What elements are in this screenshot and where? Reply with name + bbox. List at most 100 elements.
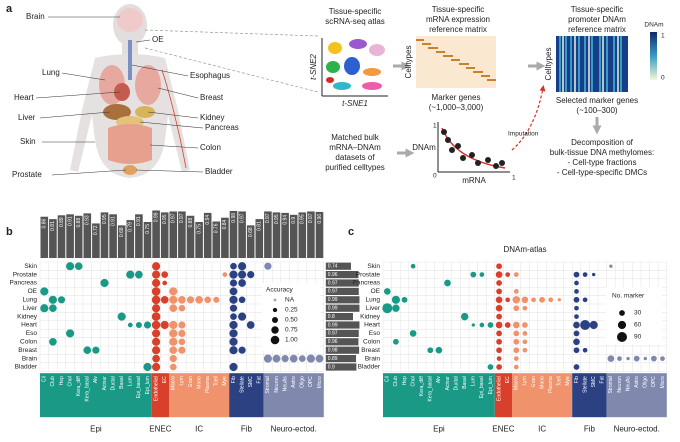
row-label: Eso: [369, 330, 381, 337]
column-label: Oligo: [643, 376, 649, 388]
column-label: Kera_diff: [76, 376, 82, 397]
accuracy-dot: [152, 304, 161, 313]
marker-dot: [479, 322, 485, 328]
column-accuracy-bar: [272, 212, 281, 258]
bulk-text: datasets of: [335, 153, 375, 162]
marker-dot: [504, 322, 511, 328]
accuracy-dot: [162, 280, 168, 286]
tsne-y-label: t-SNE2: [309, 54, 318, 80]
row-label: Skin: [24, 263, 37, 270]
legend-label: 1.00: [285, 337, 298, 344]
marker-dot: [522, 331, 528, 336]
row-label: Liver: [23, 305, 38, 312]
group-label: ENEC: [149, 424, 171, 433]
row-accuracy-bar: [325, 346, 360, 354]
column-accuracy-bar: [264, 211, 272, 258]
accuracy-dot: [238, 346, 246, 354]
column-accuracy-bar: [298, 212, 307, 258]
legend-na-dot: [273, 298, 277, 302]
column-label: Mye: [222, 376, 228, 386]
marker-dot: [496, 347, 502, 354]
legend-label: 0.75: [285, 327, 298, 334]
row-accuracy-bar: [325, 279, 359, 287]
column-label: Gran: [188, 376, 194, 387]
column-label: Epi_basal: [136, 376, 142, 398]
group-label: Epi: [90, 424, 102, 433]
row-label: Bladder: [358, 364, 381, 371]
row-accuracy-bar: [325, 329, 359, 337]
accuracy-dot: [298, 355, 306, 362]
column-accuracy-label: 0.99: [153, 212, 159, 222]
column-accuracy-bar: [246, 225, 255, 258]
accuracy-dot: [151, 295, 161, 305]
marker-dot: [512, 296, 521, 304]
column-accuracy-label: 0.9: [291, 217, 297, 224]
mrna-title: Tissue-specific: [432, 5, 485, 14]
column-accuracy-label: 0.95: [274, 214, 280, 224]
column-label: EC: [162, 376, 168, 383]
marker-dot: [513, 330, 520, 337]
column-label: Mono: [539, 376, 545, 389]
marker-dot: [427, 347, 434, 354]
column-accuracy-bar: [281, 212, 289, 258]
row-accuracy-label: 0.97: [328, 331, 338, 337]
accuracy-dot: [49, 304, 57, 313]
accuracy-dot: [229, 270, 238, 279]
column-label: Neuron: [617, 376, 623, 393]
column-accuracy-label: 0.93: [85, 215, 91, 225]
accuracy-dot: [186, 296, 195, 304]
mrna-x-label: Marker genes: [432, 93, 481, 102]
organ-label: Prostate: [12, 170, 42, 179]
colorbar-title: DNAm: [644, 22, 663, 29]
column-accuracy-bar: [307, 211, 315, 258]
accuracy-dot: [49, 337, 57, 346]
column-label: Endothelial: [496, 376, 502, 401]
row-accuracy-bar: [325, 287, 359, 295]
column-label: Lym: [179, 376, 185, 385]
accuracy-dot: [238, 296, 246, 304]
legend-dot: [619, 310, 625, 316]
marker-dot: [660, 356, 665, 361]
accuracy-dot: [229, 337, 238, 346]
column-accuracy-bar: [117, 225, 126, 258]
mrna-count: (~1,000–3,000): [429, 103, 484, 112]
column-label: OPC: [651, 376, 657, 387]
column-label: Ductal: [453, 376, 459, 390]
marker-dot: [573, 330, 580, 337]
column-label: Stromal: [608, 376, 614, 393]
marker-dot: [626, 356, 630, 361]
marker-dot: [609, 264, 613, 268]
row-accuracy-bar: [325, 338, 359, 346]
marker-dot: [495, 321, 503, 329]
bulk-text: Matched bulk: [331, 133, 380, 142]
tsne-x-label: t-SNE1: [342, 99, 368, 108]
column-label: Kera_basal: [428, 376, 434, 401]
row-accuracy-label: 0.89: [328, 356, 338, 362]
group-label: IC: [538, 424, 546, 433]
column-accuracy-label: 0.94: [282, 215, 288, 225]
row-label: Colon: [363, 339, 380, 346]
leader-lines: [35, 16, 319, 176]
column-label: Stromal: [265, 376, 271, 393]
accuracy-dot: [178, 295, 186, 304]
legend-dot: [271, 316, 279, 324]
column-label: Neuron: [274, 376, 280, 393]
group-block: [169, 373, 230, 418]
legend-dot: [270, 335, 280, 345]
row-label: Lung: [366, 297, 381, 304]
accuracy-dot: [135, 270, 143, 279]
column-label: OPC: [308, 376, 314, 387]
marker-dot: [495, 304, 503, 312]
column-label: Ductal: [110, 376, 116, 390]
column-label: Astro: [634, 376, 640, 388]
marker-dot: [487, 322, 494, 328]
column-label: Tcell: [214, 376, 220, 386]
row-label: Skin: [367, 263, 380, 270]
accuracy-dot: [143, 321, 152, 329]
column-accuracy-bar: [160, 212, 169, 258]
column-label: Basal: [119, 376, 125, 389]
column-label: Micro: [317, 376, 323, 388]
accuracy-dot: [246, 321, 255, 329]
group-label: Fib: [241, 424, 253, 433]
